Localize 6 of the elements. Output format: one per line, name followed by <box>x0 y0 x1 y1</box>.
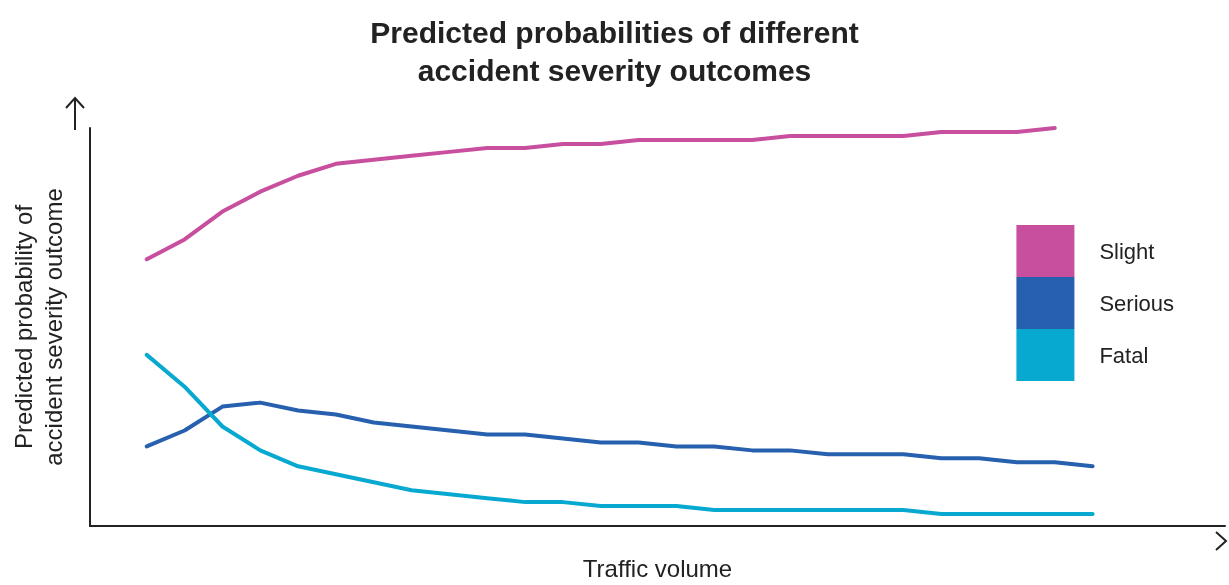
legend-label: Slight <box>1099 238 1155 264</box>
x-axis-title: Traffic volume <box>582 554 733 582</box>
chart-title: Predicted probabilities of different accident severity outcomes <box>370 15 859 87</box>
legend-label: Fatal <box>1099 342 1149 368</box>
legend-label: Serious <box>1099 290 1174 316</box>
y-axis-title: Predicted probability of accident severity outcome <box>9 188 67 466</box>
